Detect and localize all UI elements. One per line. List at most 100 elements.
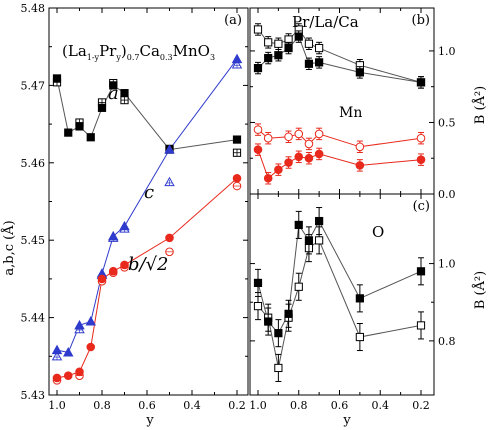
o-filled-point [304,236,314,245]
c-line [56,58,238,353]
panel-c-ytick-label: 1.0 [438,258,456,271]
a-filled-point [64,128,73,137]
b-filled-point [75,367,84,377]
panel-a-formula: (La1-yPry)0.7Ca0.3MnO3 [62,42,215,62]
panel-a-ytick-label: 5.48 [21,2,46,15]
panel-c-xtick-label: 1.0 [249,399,267,412]
mn-open-point [304,139,314,149]
c-filled-point [85,316,96,326]
panel-c-label: (c) [413,199,430,214]
o-filled-point [294,220,303,230]
panel-b-label: (b) [412,13,430,28]
b-filled-point [232,173,242,183]
a-filled-point [75,122,84,131]
prlaca-open-point [304,39,314,48]
o-filled-point [355,294,364,303]
series-label-a: a [108,83,119,104]
b-filled-point [108,266,118,276]
panel-b-ytick-label: 0.5 [438,116,456,129]
a-filled-point [86,133,95,142]
prlaca-filled-point [274,51,283,60]
panel-a-ytick-label: 5.43 [21,389,46,402]
mn-filled-line [257,149,422,180]
o-open-point [253,301,263,311]
a-filled-point [232,135,242,144]
panel-a-xtick-label: 0.4 [183,399,201,412]
series-label-c: c [144,182,154,203]
prlaca-filled-point [284,43,293,53]
mn-open-point [263,133,273,143]
prlaca-open-point [315,43,324,53]
prlaca-filled-point [294,32,303,41]
mn-open-point [416,133,426,143]
o-filled-point [274,329,283,338]
prlaca-filled-point [304,59,314,68]
panel-c-ylabel: B (Å²) [472,271,488,309]
mn-open-point [314,129,324,139]
panel-c-xtick-label: 0.4 [372,399,390,412]
c-filled-point [231,53,243,64]
b-filled-point [86,342,96,352]
a-line [56,78,238,151]
panel-c-xlabel: y [342,413,351,428]
a-filled-point [109,81,118,90]
mn-open-point [284,132,293,142]
panel-c-frame [249,193,435,396]
panel-a-ytick-label: 5.47 [21,79,46,92]
mn-filled-point [314,149,324,159]
a-filled-point [97,103,107,112]
c-filled-point [119,220,130,231]
panel-c-xtick-label: 0.8 [290,399,308,412]
mn-open-point [355,142,365,152]
prlaca-open-point [274,39,283,48]
o-open-point [416,321,426,330]
mn-filled-point [263,173,273,183]
panel-a-xtick-label: 1.0 [48,399,66,412]
panel-a-ytick-label: 5.46 [21,157,46,170]
mn-filled-point [304,153,314,163]
a-filled-point [52,74,62,83]
mn-filled-point [274,165,283,174]
series-marks [51,23,426,385]
b-filled-point [97,274,107,284]
panel-a-ytick-label: 5.45 [21,234,46,247]
mn-filled-point [294,152,304,162]
series-label-mn: Mn [339,105,362,121]
o-filled-point [416,267,426,276]
c-filled-point [63,347,74,357]
mn-open-point [253,125,263,134]
o-filled-point [284,309,293,318]
mn-open-point [294,129,304,139]
o-open-point [355,332,364,342]
b-line [56,177,238,379]
o-filled-point [253,278,263,288]
prlaca-open-point [253,25,263,34]
mn-filled-point [284,158,293,167]
panel-a-ylabel: a,b,c (Å) [1,220,17,275]
mn-open-line [257,129,422,148]
prlaca-filled-point [416,78,426,87]
prlaca-filled-point [315,58,324,67]
b-filled-point [165,233,174,243]
c-filled-point [164,144,175,154]
prlaca-filled-point [264,53,273,63]
o-filled-point [264,317,273,326]
b-filled-point [120,260,129,270]
panel-a-xtick-label: 0.2 [228,399,246,412]
c-filled-point [74,319,85,330]
panel-c-xtick-label: 0.2 [412,399,430,412]
series-label-o: O [372,223,384,241]
o-open-point [294,282,303,291]
panel-b-ylabel: B (Å²) [472,86,488,124]
prlaca-filled-point [355,68,364,77]
panel-b-ytick-label: 0.0 [438,188,456,201]
b-filled-point [52,373,62,383]
prlaca-filled-point [253,63,263,73]
panel-c-xtick-label: 0.6 [331,399,349,412]
mn-filled-point [355,161,365,170]
o-open-point [274,363,283,373]
panel-b-ytick-label: 1.0 [438,45,456,58]
a-filled-point [120,89,129,98]
mn-filled-point [253,145,263,154]
